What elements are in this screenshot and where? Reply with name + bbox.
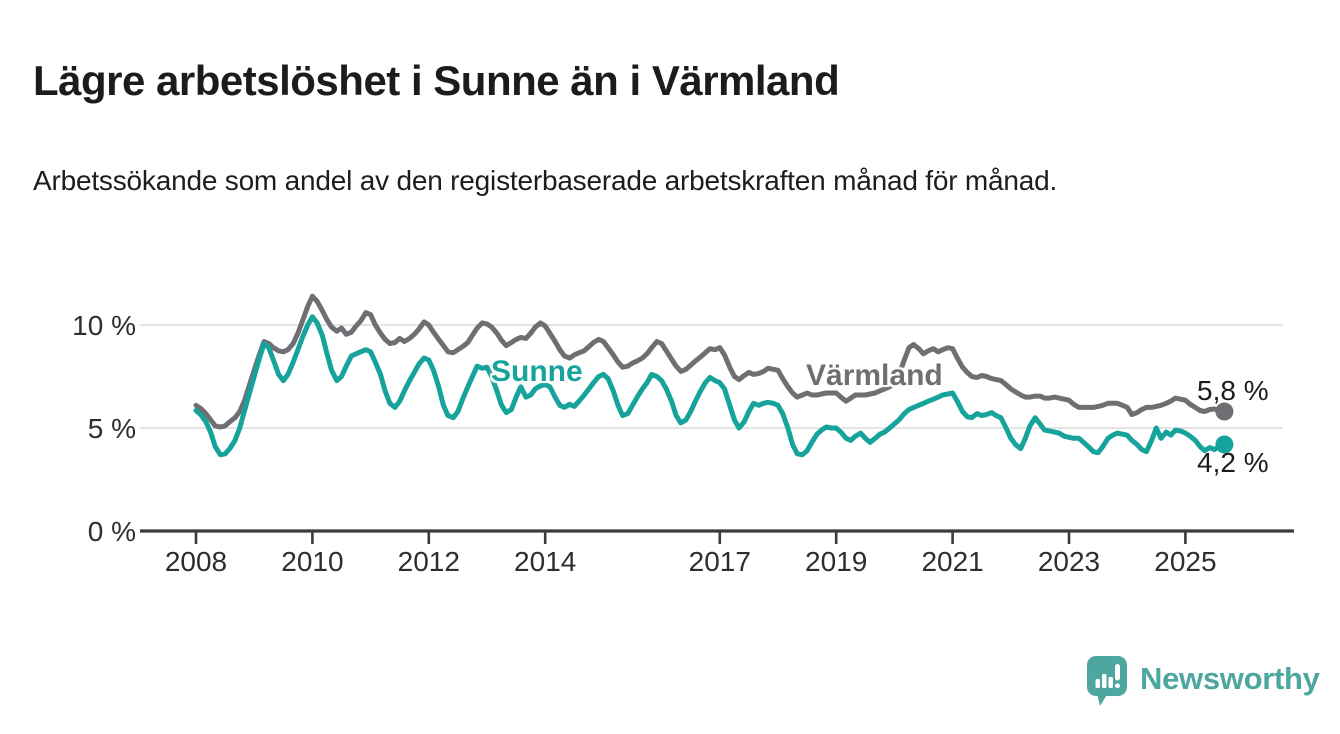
y-tick-label: 10 % xyxy=(72,310,136,341)
exclamation-dot-icon xyxy=(1115,683,1120,688)
page-title: Lägre arbetslöshet i Sunne än i Värmland xyxy=(33,57,840,105)
bar-icon xyxy=(1108,677,1113,688)
exclamation-icon xyxy=(1115,664,1120,681)
end-dot-varmland xyxy=(1215,402,1234,421)
series-line-sunne xyxy=(193,314,1227,458)
newsworthy-logo: Newsworthy xyxy=(1087,656,1320,706)
x-tick-label: 2021 xyxy=(921,546,983,577)
newsworthy-logo-text: Newsworthy xyxy=(1140,660,1320,696)
x-tick-label: 2008 xyxy=(165,546,227,577)
end-value-label-sunne: 4,2 % xyxy=(1197,447,1269,478)
series-label-sunne: Sunne xyxy=(491,355,583,388)
y-tick-label: 0 % xyxy=(88,516,136,547)
y-tick-label: 5 % xyxy=(88,413,136,444)
series-label-varmland: Värmland xyxy=(806,359,943,392)
end-value-label-varmland: 5,8 % xyxy=(1197,375,1269,406)
x-tick-label: 2010 xyxy=(281,546,343,577)
x-tick-label: 2023 xyxy=(1038,546,1100,577)
x-tick-label: 2014 xyxy=(514,546,576,577)
x-tick-label: 2012 xyxy=(398,546,460,577)
x-tick-label: 2017 xyxy=(689,546,751,577)
x-tick-label: 2019 xyxy=(805,546,867,577)
bar-icon xyxy=(1095,679,1100,688)
chart-subtitle: Arbetssökande som andel av den registerb… xyxy=(33,165,1058,196)
newsworthy-logo-icon xyxy=(1087,656,1127,706)
bar-icon xyxy=(1102,674,1107,688)
series-line-varmland xyxy=(193,293,1227,430)
end-dot-sunne xyxy=(1215,435,1234,454)
x-tick-label: 2025 xyxy=(1154,546,1216,577)
